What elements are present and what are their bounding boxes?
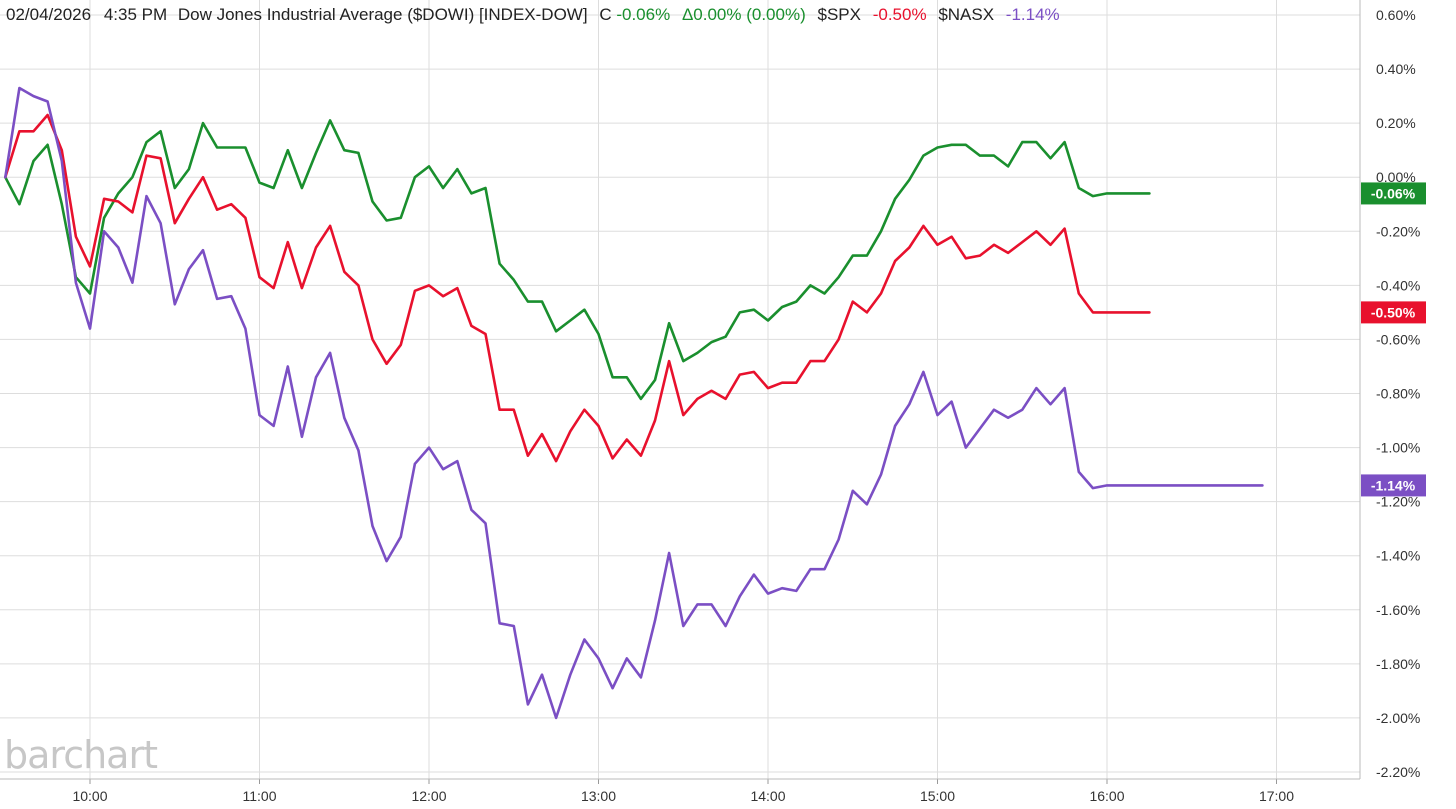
header-nasx-value: -1.14% <box>1006 5 1060 24</box>
x-tick-label: 11:00 <box>243 788 277 804</box>
y-tick-label: -1.00% <box>1376 440 1420 456</box>
y-tick-label: -0.60% <box>1376 331 1420 347</box>
header-c-label: C <box>599 5 611 24</box>
x-tick-label: 13:00 <box>581 788 616 804</box>
y-tick-label: -0.20% <box>1376 223 1420 239</box>
grid-lines <box>0 0 1360 779</box>
x-tick-label: 14:00 <box>750 788 785 804</box>
badge-background <box>1361 182 1426 205</box>
header-nasx-label: $NASX <box>938 5 994 24</box>
header-delta: Δ0.00% (0.00%) <box>682 5 806 24</box>
series-line-spx <box>4 113 1151 463</box>
x-tick-label: 15:00 <box>920 788 955 804</box>
badge-label: -0.50% <box>1371 304 1416 320</box>
series-lines <box>4 86 1264 720</box>
y-tick-label: -1.40% <box>1376 548 1420 564</box>
badge-background <box>1361 474 1426 497</box>
axes: 0.60% 0.40% 0.20% 0.00% -0.20% -0.40% -0.60% -0… <box>0 0 1420 804</box>
y-tick-label: 0.60% <box>1376 7 1416 23</box>
y-tick-label: -2.00% <box>1376 710 1420 726</box>
last-value-badges: -0.06% -0.50% -1.14% <box>1361 182 1426 497</box>
x-tick-label: 10:00 <box>72 788 107 804</box>
barchart-watermark: barchart <box>4 733 157 777</box>
chart-header: 02/04/2026 4:35 PM Dow Jones Industrial … <box>6 5 1060 24</box>
last-value-badge-nasx: -1.14% <box>1361 474 1426 497</box>
x-tick-label: 12:00 <box>411 788 446 804</box>
y-tick-label: -0.40% <box>1376 277 1420 293</box>
series-line-dowi <box>4 119 1151 401</box>
badge-label: -1.14% <box>1371 477 1416 493</box>
y-tick-label: -2.20% <box>1376 764 1420 780</box>
y-tick-label: 0.40% <box>1376 61 1416 77</box>
badge-label: -0.06% <box>1371 185 1416 201</box>
header-date: 02/04/2026 <box>6 5 91 24</box>
x-tick-label: 17:00 <box>1259 788 1294 804</box>
header-spx-value: -0.50% <box>873 5 927 24</box>
y-tick-label: -1.20% <box>1376 494 1420 510</box>
header-c-value: -0.06% <box>616 5 670 24</box>
y-tick-label: -1.60% <box>1376 602 1420 618</box>
header-spx-label: $SPX <box>817 5 860 24</box>
badge-background <box>1361 301 1426 324</box>
x-tick-label: 16:00 <box>1089 788 1124 804</box>
header-symbol-name: Dow Jones Industrial Average ($DOWI) [IN… <box>178 5 588 24</box>
last-value-badge-spx: -0.50% <box>1361 301 1426 324</box>
y-tick-label: -0.80% <box>1376 386 1420 402</box>
y-tick-label: 0.00% <box>1376 169 1416 185</box>
header-time: 4:35 PM <box>104 5 167 24</box>
series-line-nasx <box>4 86 1264 720</box>
y-tick-label: 0.20% <box>1376 115 1416 131</box>
last-value-badge-dowi: -0.06% <box>1361 182 1426 205</box>
y-tick-label: -1.80% <box>1376 656 1420 672</box>
